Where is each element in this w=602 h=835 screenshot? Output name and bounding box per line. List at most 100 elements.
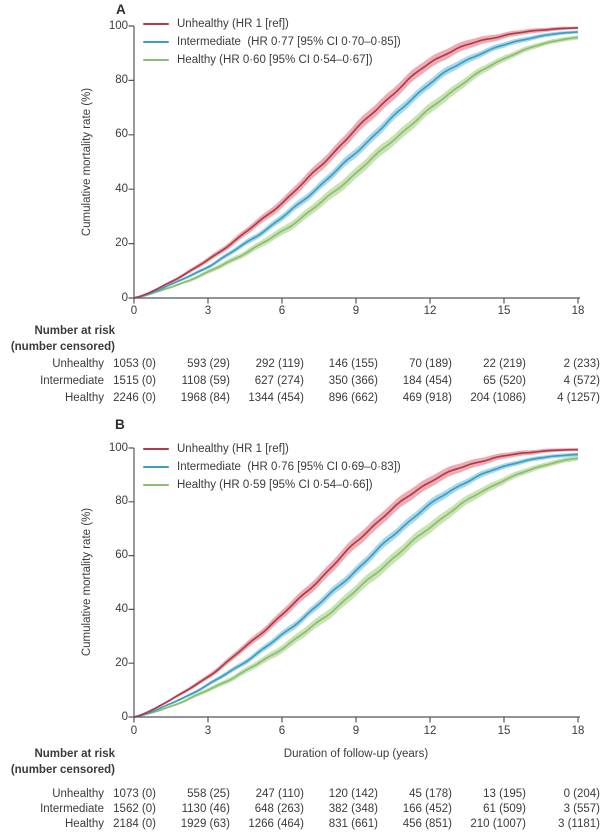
x-axis-title-b: Duration of follow-up (years) xyxy=(283,748,429,760)
y-axis-tick-label: 0 xyxy=(121,710,128,723)
survival-curve-a-1 xyxy=(133,31,579,299)
legend-label: Unhealthy (HR 1 [ref]) xyxy=(177,18,289,30)
legend-line-swatch xyxy=(143,40,169,44)
legend-item: Healthy (HR 0·60 [95% CI 0·54–0·67]) xyxy=(143,51,401,69)
survival-curve-b-2 xyxy=(133,457,579,718)
y-axis-tick-label: 80 xyxy=(115,495,128,508)
y-axis-title-a: Cumulative mortality rate (%) xyxy=(81,87,93,237)
ci-band-b-2 xyxy=(134,455,578,717)
risk-cell: 382 (348) xyxy=(328,803,378,815)
risk-cell: 831 (661) xyxy=(328,818,378,830)
risk-cell: 247 (110) xyxy=(255,788,304,800)
legend-label: Unhealthy (HR 1 [ref]) xyxy=(177,443,289,455)
risk-row-label: Intermediate xyxy=(40,375,104,387)
y-axis-tick-label: 20 xyxy=(115,656,128,669)
risk-cell: 1344 (454) xyxy=(248,392,304,404)
risk-cell: 896 (662) xyxy=(328,392,378,404)
ci-band-b-0 xyxy=(134,448,578,717)
risk-cell: 146 (155) xyxy=(328,358,378,370)
risk-cell: 166 (452) xyxy=(402,803,452,815)
risk-cell: 120 (142) xyxy=(328,788,378,800)
risk-cell: 1562 (0) xyxy=(113,803,156,815)
x-axis-tick-label: 15 xyxy=(497,305,511,317)
x-axis-tick-label: 12 xyxy=(423,305,437,317)
legend-label: Healthy (HR 0·60 [95% CI 0·54–0·67]) xyxy=(177,54,373,66)
x-axis-tick-label: 12 xyxy=(423,725,437,737)
legend-line-swatch xyxy=(143,447,169,451)
risk-cell: 1515 (0) xyxy=(113,375,156,387)
legend-item: Unhealthy (HR 1 [ref]) xyxy=(143,15,401,33)
legend-a: Unhealthy (HR 1 [ref]) Intermediate (HR … xyxy=(143,15,401,69)
survival-curve-a-0 xyxy=(133,27,579,299)
y-axis-tick-label: 60 xyxy=(115,128,128,141)
risk-table-b-header-line1: Number at risk xyxy=(34,748,115,760)
x-axis-tick-label: 9 xyxy=(352,305,360,317)
survival-curve-b-0 xyxy=(133,448,579,718)
risk-cell: 0 (204) xyxy=(563,788,600,800)
panel-a-label: A xyxy=(116,2,126,17)
risk-row-label: Intermediate xyxy=(40,803,104,815)
risk-row-label: Healthy xyxy=(65,818,104,830)
y-axis-title-b: Cumulative mortality rate (%) xyxy=(81,507,93,657)
axes-b xyxy=(128,447,580,723)
risk-cell: 2 (233) xyxy=(563,358,600,370)
axes-a xyxy=(128,25,580,304)
ci-band-a-0 xyxy=(134,26,578,298)
x-axis-tick-label: 0 xyxy=(130,305,138,317)
x-axis-tick-label: 3 xyxy=(204,305,212,317)
y-axis-tick-label: 100 xyxy=(108,441,128,454)
risk-cell: 292 (119) xyxy=(255,358,304,370)
risk-cell: 1929 (63) xyxy=(180,818,230,830)
x-axis-tick-label: 15 xyxy=(497,725,511,737)
risk-cell: 1266 (464) xyxy=(248,818,304,830)
risk-cell: 4 (572) xyxy=(563,375,600,387)
risk-cell: 3 (1181) xyxy=(558,818,600,830)
x-axis-tick-label: 3 xyxy=(204,725,212,737)
risk-table-a-header-line2: (number censored) xyxy=(10,341,115,353)
y-axis-tick-label: 20 xyxy=(115,237,128,250)
legend-line-swatch xyxy=(143,58,169,62)
risk-cell: 204 (1086) xyxy=(470,392,526,404)
risk-cell: 2246 (0) xyxy=(113,392,156,404)
x-axis-tick-label: 18 xyxy=(571,305,585,317)
risk-cell: 2184 (0) xyxy=(113,818,156,830)
risk-row-label: Unhealthy xyxy=(52,358,104,370)
x-axis-tick-label: 0 xyxy=(130,725,138,737)
risk-cell: 45 (178) xyxy=(409,788,452,800)
y-axis-tick-label: 40 xyxy=(115,602,128,615)
legend-label: Healthy (HR 0·59 [95% CI 0·54–0·66]) xyxy=(177,479,373,491)
legend-line-swatch xyxy=(143,465,169,469)
risk-cell: 469 (918) xyxy=(402,392,452,404)
risk-cell: 184 (454) xyxy=(402,375,452,387)
y-axis-tick-label: 80 xyxy=(115,73,128,86)
ci-band-a-2 xyxy=(134,35,578,298)
legend-label: Intermediate (HR 0·76 [95% CI 0·69–0·83]… xyxy=(177,461,401,473)
x-axis-tick-label: 6 xyxy=(278,725,286,737)
risk-cell: 456 (851) xyxy=(402,818,452,830)
risk-cell: 1108 (59) xyxy=(181,375,230,387)
legend-b: Unhealthy (HR 1 [ref]) Intermediate (HR … xyxy=(143,440,401,494)
risk-cell: 22 (219) xyxy=(483,358,526,370)
risk-table-a-header-line1: Number at risk xyxy=(34,325,115,337)
legend-item: Healthy (HR 0·59 [95% CI 0·54–0·66]) xyxy=(143,476,401,494)
risk-cell: 648 (263) xyxy=(254,803,304,815)
y-axis-tick-label: 100 xyxy=(108,19,128,32)
x-axis-tick-label: 6 xyxy=(278,305,286,317)
risk-table-b-header-line2: (number censored) xyxy=(10,764,115,776)
x-axis-tick-label: 9 xyxy=(352,725,360,737)
panel-b-label: B xyxy=(115,417,125,432)
legend-label: Intermediate (HR 0·77 [95% CI 0·70–0·85]… xyxy=(177,36,401,48)
survival-curve-a-2 xyxy=(133,36,579,299)
risk-cell: 1053 (0) xyxy=(113,358,156,370)
risk-cell: 65 (520) xyxy=(483,375,526,387)
risk-cell: 350 (366) xyxy=(328,375,378,387)
risk-cell: 3 (557) xyxy=(563,803,600,815)
risk-cell: 61 (509) xyxy=(483,803,526,815)
risk-cell: 593 (29) xyxy=(187,358,230,370)
ci-band-a-1 xyxy=(134,30,578,299)
y-axis-tick-label: 0 xyxy=(121,291,128,304)
risk-cell: 210 (1007) xyxy=(470,818,526,830)
risk-row-label: Healthy xyxy=(65,392,104,404)
